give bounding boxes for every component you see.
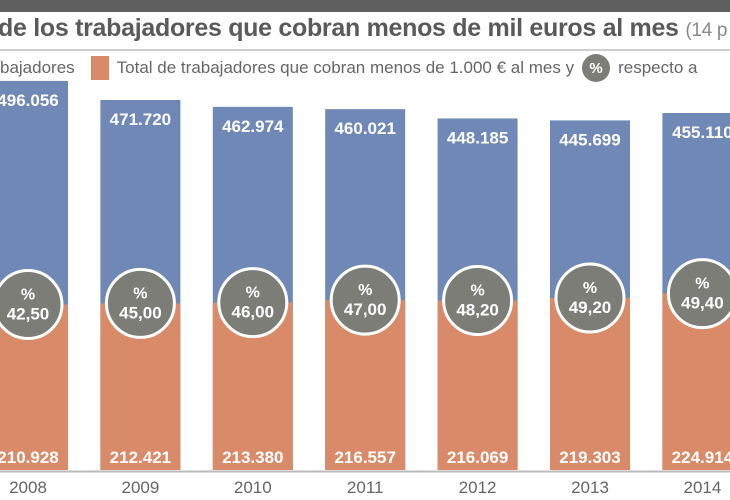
bar-low-label: 212.421 xyxy=(110,448,171,467)
percent-label: 49,20 xyxy=(569,298,612,317)
legend-percent-label: respecto a xyxy=(618,58,698,77)
x-tick-label: 2014 xyxy=(683,478,721,497)
bar-total-label: 496.056 xyxy=(0,91,59,110)
x-tick-label: 2013 xyxy=(571,478,609,497)
legend-low-swatch xyxy=(90,56,109,80)
percent-label: 47,00 xyxy=(344,300,387,319)
bar-total-label: 448.185 xyxy=(447,128,508,147)
percent-symbol: % xyxy=(358,282,372,299)
legend-low-label: Total de trabajadores que cobran menos d… xyxy=(116,58,575,77)
legend: bajadores Total de trabajadores que cobr… xyxy=(0,54,697,82)
percent-label: 48,20 xyxy=(456,301,499,320)
bar-low-label: 210.928 xyxy=(0,448,59,467)
percent-symbol: % xyxy=(470,283,484,300)
title-subtitle: (14 p xyxy=(685,20,728,41)
percent-label: 42,50 xyxy=(7,305,50,324)
bar-total-label: 471.720 xyxy=(110,110,171,129)
percent-symbol: % xyxy=(695,276,709,293)
bar-low-label: 224.914 xyxy=(672,448,730,467)
legend-percent-icon: % xyxy=(582,54,611,82)
percent-symbol: % xyxy=(133,285,147,302)
percent-circle xyxy=(442,265,514,337)
top-band xyxy=(0,0,730,12)
chart-title: de los trabajadores que cobran menos de … xyxy=(0,14,727,43)
percent-circle xyxy=(666,258,730,330)
percent-label: 46,00 xyxy=(232,303,275,322)
percent-circle xyxy=(329,264,401,336)
bar-total-label: 460.021 xyxy=(334,119,395,138)
bar-total-label: 462.974 xyxy=(222,117,284,136)
title-divider xyxy=(0,49,730,51)
legend-total-label: bajadores xyxy=(0,58,75,77)
percent-symbol: % xyxy=(583,280,597,297)
bar-total-label: 455.110 xyxy=(672,123,730,142)
percent-circle xyxy=(217,267,289,339)
title-text: de los trabajadores que cobran menos de … xyxy=(0,14,679,42)
percent-circle xyxy=(104,267,176,339)
percent-label: 49,40 xyxy=(681,294,724,313)
x-tick-label: 2008 xyxy=(9,478,47,497)
x-tick-label: 2011 xyxy=(347,478,384,497)
percent-symbol: % xyxy=(21,287,35,304)
percent-circle xyxy=(0,269,64,341)
x-tick-label: 2009 xyxy=(121,478,159,497)
x-tick-label: 2010 xyxy=(234,478,272,497)
percent-label: 45,00 xyxy=(119,303,162,322)
percent-circle xyxy=(554,262,626,334)
bar-low-label: 213.380 xyxy=(222,448,283,467)
bar-total-label: 445.699 xyxy=(559,130,620,149)
x-tick-label: 2012 xyxy=(459,478,497,497)
bar-low-label: 216.557 xyxy=(334,448,395,467)
percent-symbol: % xyxy=(246,285,260,302)
bar-low-label: 216.069 xyxy=(447,448,508,467)
bar-low-label: 219.303 xyxy=(559,448,620,467)
